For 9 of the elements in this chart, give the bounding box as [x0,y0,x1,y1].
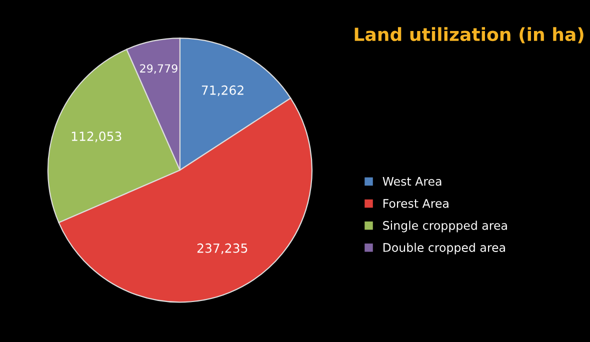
chart-title: Land utilization (in ha) [354,27,584,44]
legend-label: Forest Area [383,199,448,208]
legend-label: Double cropped area [383,242,505,254]
data-label: 237,235 [197,243,248,254]
legend-label: Single croppped area [383,220,507,232]
data-label: 29,779 [140,64,178,74]
legend-label: West Area [382,177,442,186]
data-label: 112,053 [72,132,122,142]
data-label: 71,262 [202,85,244,96]
